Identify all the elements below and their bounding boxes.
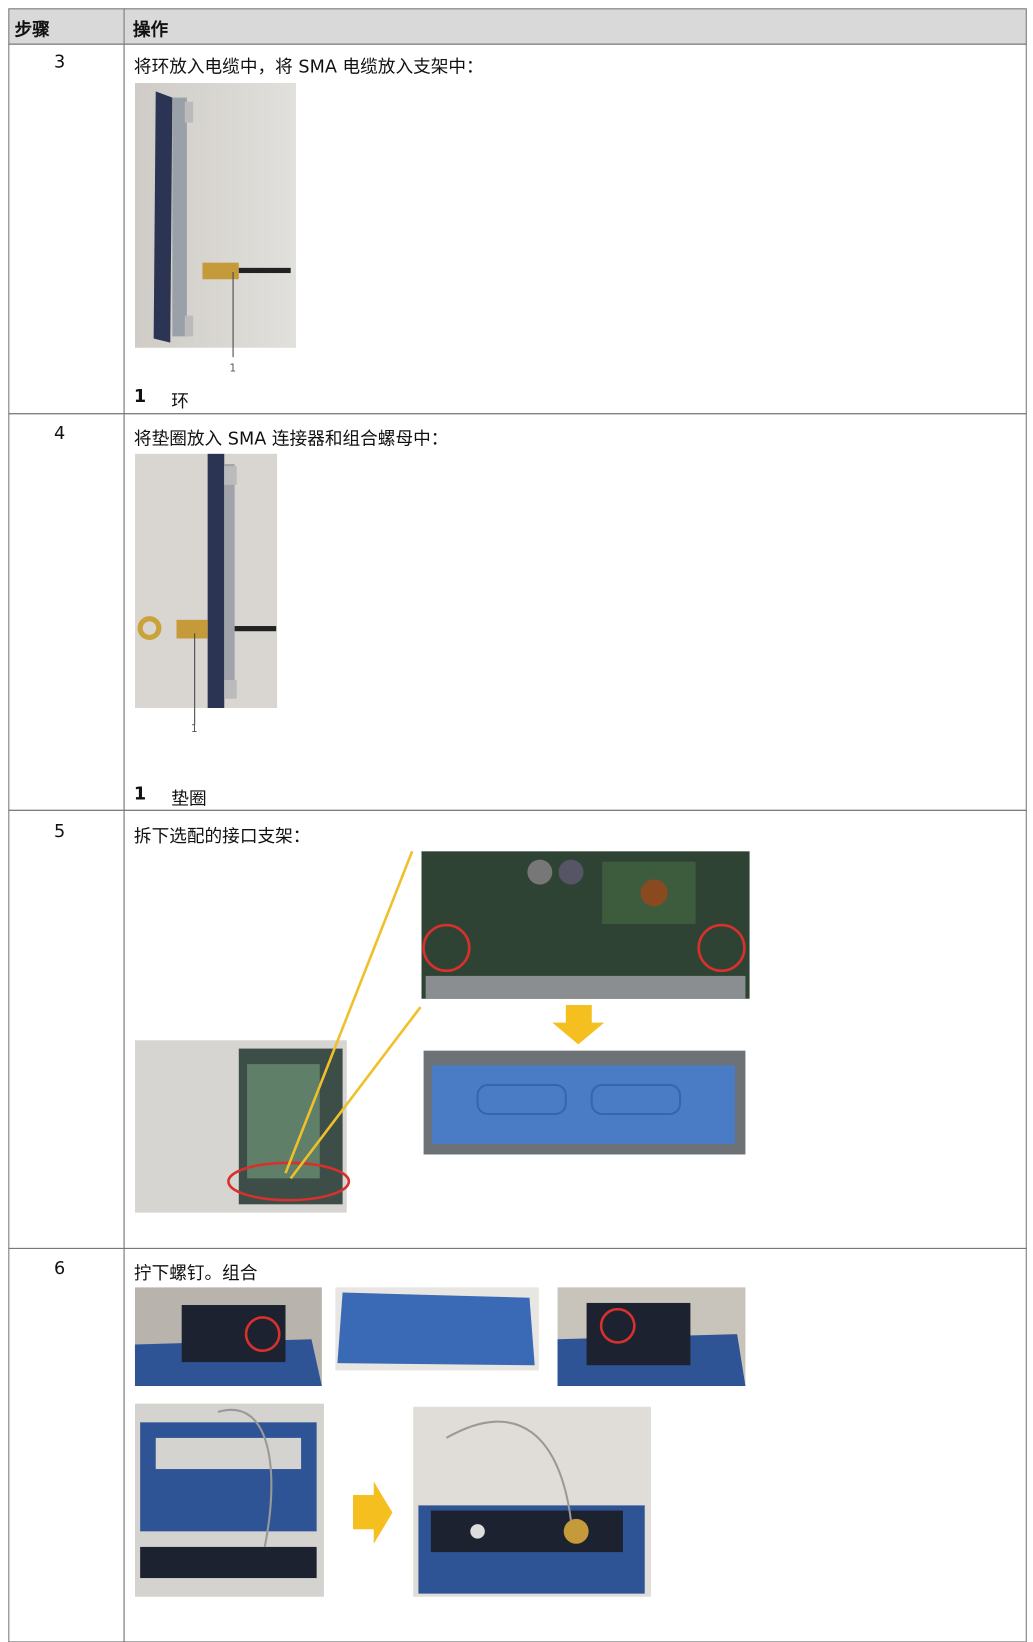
cell xyxy=(8,809,125,1249)
cell xyxy=(8,413,125,811)
legend-text: 垫圈 xyxy=(171,789,207,810)
header-cell xyxy=(123,8,1027,45)
step-number: 3 xyxy=(53,51,66,73)
legend-number: 1 xyxy=(133,783,147,805)
step-number: 6 xyxy=(53,1258,66,1280)
photo xyxy=(134,453,278,709)
header-cell xyxy=(8,8,125,45)
instruction: 将垫圈放入 SMA 连接器和组合螺母中： xyxy=(133,428,449,450)
legend-text: 环 xyxy=(171,391,189,413)
callout-line xyxy=(232,272,234,358)
cell xyxy=(8,1247,125,1642)
cell xyxy=(8,43,125,415)
header-text: 操作 xyxy=(132,19,169,41)
step-number: 5 xyxy=(53,821,66,842)
callout-line xyxy=(194,633,196,725)
callout: 1 xyxy=(229,363,237,375)
instruction: 将环放入电缆中，将 SMA 电缆放入支架中： xyxy=(133,57,484,78)
legend-number: 1 xyxy=(133,386,147,407)
instruction: 拆下选配的接口支架： xyxy=(133,826,311,848)
step-number: 4 xyxy=(53,423,66,445)
figure xyxy=(134,1287,746,1597)
instruction: 拧下螺钉。组合 xyxy=(133,1263,258,1285)
figure xyxy=(134,850,750,1213)
callout: 1 xyxy=(191,723,198,736)
header-text: 步骤 xyxy=(14,19,50,41)
photo xyxy=(134,83,296,348)
